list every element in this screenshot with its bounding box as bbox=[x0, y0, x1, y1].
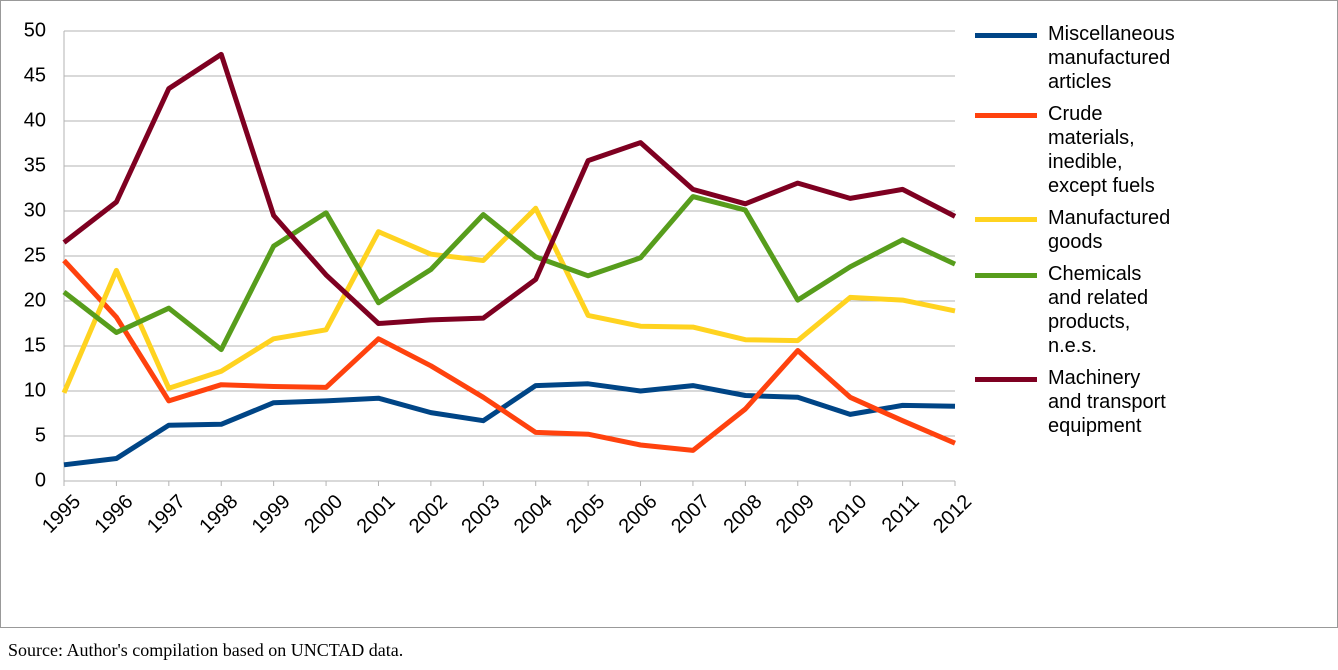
x-tick-label: 1996 bbox=[91, 491, 138, 538]
y-tick-label: 10 bbox=[24, 379, 46, 401]
y-tick-label: 20 bbox=[24, 289, 46, 311]
y-tick-label: 45 bbox=[24, 64, 46, 86]
x-tick-label: 2003 bbox=[457, 491, 504, 538]
x-tick-label: 2004 bbox=[510, 491, 557, 538]
legend-label: Miscellaneous manufactured articles bbox=[1048, 23, 1175, 93]
series-line bbox=[62, 258, 956, 453]
legend: Miscellaneous manufactured articles Crude… bbox=[975, 22, 1175, 438]
source-note: Source: Author's compilation based on UN… bbox=[8, 640, 404, 660]
y-tick-label: 0 bbox=[35, 469, 46, 491]
legend-label: Crude materials, inedible, except fuels bbox=[1048, 103, 1155, 197]
x-tick-label: 1998 bbox=[195, 491, 242, 538]
legend-swatch bbox=[975, 377, 1037, 382]
y-tick-label: 15 bbox=[24, 334, 46, 356]
x-tick-label: 2006 bbox=[615, 491, 662, 538]
x-tick-label: 2005 bbox=[562, 491, 609, 538]
x-tick-label: 1997 bbox=[143, 491, 190, 538]
legend-label: Chemicals and related products, n.e.s. bbox=[1048, 263, 1149, 357]
legend-swatch bbox=[975, 273, 1037, 278]
x-tick-label: 2009 bbox=[772, 491, 819, 538]
legend-label: Manufactured goods bbox=[1048, 207, 1171, 253]
x-tick-label: 1999 bbox=[248, 491, 295, 538]
x-tick-label: 1995 bbox=[38, 491, 85, 538]
y-tick-label: 5 bbox=[35, 424, 46, 446]
legend-item: Chemicals and related products, n.e.s. bbox=[975, 262, 1175, 358]
y-tick-label: 35 bbox=[24, 154, 46, 176]
y-tick-label: 30 bbox=[24, 199, 46, 221]
legend-item: Miscellaneous manufactured articles bbox=[975, 22, 1175, 94]
x-tick-label: 2000 bbox=[300, 491, 347, 538]
legend-item: Manufactured goods bbox=[975, 206, 1175, 254]
legend-item: Machinery and transport equipment bbox=[975, 366, 1175, 438]
x-tick-label: 2002 bbox=[405, 491, 452, 538]
legend-swatch bbox=[975, 113, 1037, 118]
x-tick-label: 2008 bbox=[719, 491, 766, 538]
legend-label: Machinery and transport equipment bbox=[1048, 367, 1166, 437]
series-line bbox=[62, 51, 957, 326]
chart: 0 5 10 15 20 25 30 35 40 45 50 1995 1996 1997 1998 1999… bbox=[24, 19, 976, 538]
x-tick-label: 2007 bbox=[667, 491, 714, 538]
y-tick-label: 25 bbox=[24, 244, 46, 266]
x-tick-label: 2001 bbox=[353, 491, 400, 538]
series-line bbox=[62, 194, 957, 353]
y-tick-label: 50 bbox=[24, 19, 46, 41]
series-line bbox=[63, 381, 956, 468]
legend-item: Crude materials, inedible, except fuels bbox=[975, 102, 1175, 198]
y-tick-label: 40 bbox=[24, 109, 46, 131]
x-tick-label: 2011 bbox=[878, 491, 924, 537]
x-tick-label: 2012 bbox=[929, 491, 976, 538]
legend-swatch bbox=[975, 217, 1037, 222]
legend-swatch bbox=[975, 33, 1037, 38]
x-tick-label: 2010 bbox=[824, 491, 871, 538]
